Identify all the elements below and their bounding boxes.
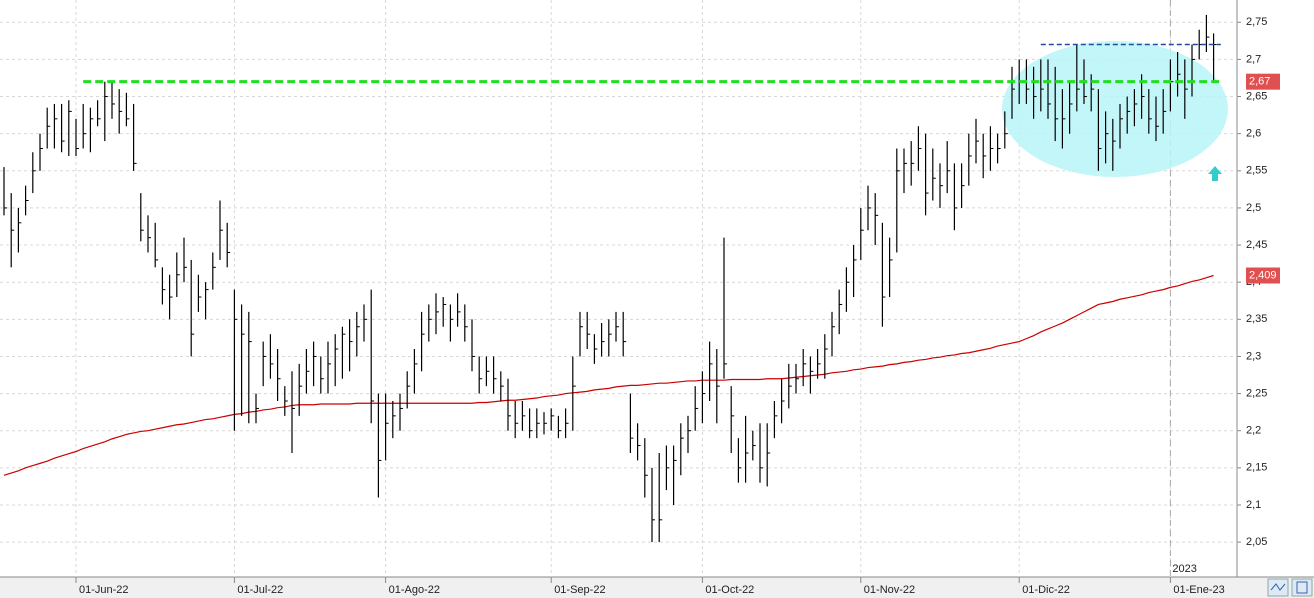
x-tick-label: 01-Ago-22 — [389, 584, 440, 596]
grid — [0, 0, 1237, 577]
y-tick-label: 2,05 — [1246, 536, 1267, 548]
price-tag — [1246, 73, 1280, 90]
y-tick-label: 2,25 — [1246, 387, 1267, 399]
toolbar-icon — [1270, 583, 1286, 591]
toolbar-icon — [1296, 581, 1308, 594]
y-tick-label: 2,2 — [1246, 425, 1261, 437]
y-tick-label: 2,55 — [1246, 165, 1267, 177]
x-tick-label: 01-Jun-22 — [79, 584, 129, 596]
x-tick-label: 01-Oct-22 — [705, 584, 754, 596]
y-tick-label: 2,1 — [1246, 499, 1261, 511]
y-tick-label: 2,6 — [1246, 128, 1261, 140]
moving-average-line — [3, 274, 1214, 476]
marks — [3, 14, 1221, 543]
price-tag-label: 2,67 — [1249, 76, 1270, 88]
y-tick-label: 2,65 — [1246, 90, 1267, 102]
y-tick-label: 2,75 — [1246, 16, 1267, 28]
x-tick-label: 01-Ene-23 — [1173, 584, 1224, 596]
year-marker: 2023 — [1172, 563, 1196, 575]
y-tick-label: 2,45 — [1246, 239, 1267, 251]
x-tick-label: 01-Sep-22 — [554, 584, 605, 596]
x-axis-band — [0, 577, 1314, 598]
x-tick-label: 01-Jul-22 — [237, 584, 283, 596]
up-arrow — [1208, 166, 1222, 181]
y-tick-label: 2,15 — [1246, 462, 1267, 474]
x-tick-label: 01-Nov-22 — [864, 584, 915, 596]
axes: 2,052,12,152,22,252,32,352,42,452,52,552… — [75, 16, 1280, 596]
y-tick-label: 2,5 — [1246, 202, 1261, 214]
price-tag-label: 2,409 — [1249, 269, 1277, 281]
price-tag — [1246, 267, 1280, 284]
y-tick-label: 2,3 — [1246, 350, 1261, 362]
y-tick-label: 2,7 — [1246, 53, 1261, 65]
highlight-ellipse — [1002, 41, 1228, 177]
y-tick-label: 2,35 — [1246, 313, 1267, 325]
x-tick-label: 01-Dic-22 — [1022, 584, 1070, 596]
